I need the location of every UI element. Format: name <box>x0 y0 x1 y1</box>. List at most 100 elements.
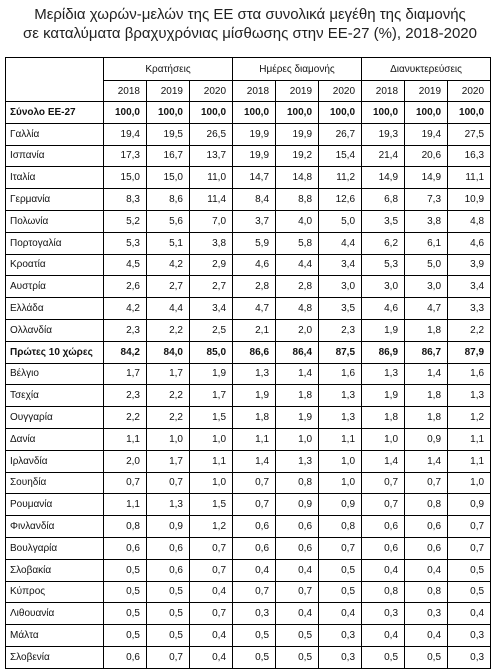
value-cell: 0,5 <box>318 558 363 582</box>
value-cell: 19,9 <box>275 122 320 146</box>
data-row: Σλοβακία 0,5 0,6 0,7 0,4 0,4 0,5 0,4 0,4 0,5 <box>5 558 492 582</box>
value-cell: 100,0 <box>232 101 277 124</box>
value-cell: 20,6 <box>404 144 449 168</box>
row-label: Δανία <box>5 427 104 451</box>
value-cell: 0,7 <box>232 493 277 517</box>
value-cell: 0,3 <box>404 602 449 626</box>
value-cell: 2,2 <box>103 406 147 429</box>
value-cell: 0,7 <box>318 536 363 560</box>
value-cell: 3,4 <box>318 253 363 277</box>
value-cell: 100,0 <box>275 101 320 124</box>
data-row: Σλοβενία 0,6 0,7 0,4 0,5 0,5 0,3 0,5 0,5 0,3 <box>5 645 492 669</box>
year-header: 2020 <box>447 80 492 102</box>
value-cell: 4,0 <box>275 209 320 233</box>
value-cell: 0,7 <box>232 471 277 495</box>
group-header: Κρατήσεις <box>102 57 234 81</box>
value-cell: 100,0 <box>103 101 147 124</box>
value-cell: 2,2 <box>146 406 190 429</box>
data-row: Φινλανδία 0,8 0,9 1,2 0,6 0,6 0,8 0,6 0,6 0,7 <box>5 515 492 538</box>
value-cell: 0,3 <box>447 624 492 647</box>
value-cell: 11,2 <box>318 166 363 190</box>
year-header: 2020 <box>318 80 363 102</box>
value-cell: 1,7 <box>188 384 234 408</box>
value-cell: 3,5 <box>361 209 406 233</box>
value-cell: 0,6 <box>275 536 320 560</box>
value-cell: 7,0 <box>188 209 234 233</box>
value-cell: 0,3 <box>361 602 406 626</box>
value-cell: 100,0 <box>146 101 190 124</box>
value-cell: 86,6 <box>232 340 277 364</box>
value-cell: 12,6 <box>318 188 363 211</box>
value-cell: 19,4 <box>404 122 449 146</box>
value-cell: 1,3 <box>232 362 277 386</box>
value-cell: 1,1 <box>447 427 492 451</box>
value-cell: 1,8 <box>404 406 449 429</box>
value-cell: 0,9 <box>146 515 190 538</box>
value-cell: 0,6 <box>103 645 147 669</box>
row-label: Φινλανδία <box>5 515 104 538</box>
title-line: Μερίδια χωρών-μελών της ΕΕ στα συνολικά … <box>34 6 466 23</box>
row-label: Ρουμανία <box>5 493 104 517</box>
value-cell: 2,2 <box>146 384 190 408</box>
value-cell: 1,2 <box>188 515 234 538</box>
row-label: Ιταλία <box>5 166 104 190</box>
data-row: Σύνολο ΕΕ-27 100,0 100,0 100,0 100,0 100,0 100… <box>5 101 492 124</box>
data-row: Αυστρία 2,6 2,7 2,7 2,8 2,8 3,0 3,0 3,0 3,4 <box>5 275 492 299</box>
year-header: 2018 <box>103 80 147 102</box>
value-cell: 4,4 <box>146 297 190 320</box>
value-cell: 0,7 <box>232 580 277 604</box>
value-cell: 4,8 <box>275 297 320 320</box>
value-cell: 3,5 <box>318 297 363 320</box>
value-cell: 3,9 <box>447 253 492 277</box>
row-label: Βουλγαρία <box>5 536 104 560</box>
value-cell: 15,0 <box>103 166 147 190</box>
value-cell: 1,8 <box>275 384 320 408</box>
year-header: 2019 <box>146 80 190 102</box>
value-cell: 1,0 <box>318 471 363 495</box>
value-cell: 19,9 <box>232 122 277 146</box>
value-cell: 100,0 <box>188 101 234 124</box>
value-cell: 87,5 <box>318 340 363 364</box>
value-cell: 87,9 <box>447 340 492 364</box>
data-row: Τσεχία 2,3 2,2 1,7 1,9 1,8 1,3 1,9 1,8 1,3 <box>5 384 492 408</box>
value-cell: 0,7 <box>188 602 234 626</box>
value-cell: 0,3 <box>232 602 277 626</box>
value-cell: 8,6 <box>146 188 190 211</box>
value-cell: 0,6 <box>232 515 277 538</box>
value-cell: 1,3 <box>361 362 406 386</box>
value-cell: 4,6 <box>361 297 406 320</box>
value-cell: 85,0 <box>188 340 234 364</box>
value-cell: 0,4 <box>275 558 320 582</box>
value-cell: 0,5 <box>232 624 277 647</box>
data-row: Ελλάδα 4,2 4,4 3,4 4,7 4,8 3,5 4,6 4,7 3,3 <box>5 297 492 320</box>
value-cell: 1,0 <box>361 427 406 451</box>
value-cell: 0,7 <box>447 515 492 538</box>
value-cell: 100,0 <box>318 101 363 124</box>
value-cell: 1,2 <box>447 406 492 429</box>
value-cell: 5,8 <box>275 231 320 255</box>
value-cell: 1,8 <box>232 406 277 429</box>
row-label: Σλοβακία <box>5 558 104 582</box>
value-cell: 4,7 <box>232 297 277 320</box>
value-cell: 14,7 <box>232 166 277 190</box>
value-cell: 16,3 <box>447 144 492 168</box>
value-cell: 0,3 <box>447 645 492 669</box>
value-cell: 3,4 <box>447 275 492 299</box>
value-cell: 1,0 <box>275 427 320 451</box>
data-row: Ουγγαρία 2,2 2,2 1,5 1,8 1,9 1,3 1,8 1,8 1,2 <box>5 406 492 429</box>
value-cell: 4,8 <box>447 209 492 233</box>
value-cell: 0,5 <box>361 645 406 669</box>
value-cell: 0,4 <box>361 624 406 647</box>
value-cell: 0,7 <box>188 558 234 582</box>
value-cell: 0,6 <box>146 536 190 560</box>
value-cell: 0,4 <box>404 624 449 647</box>
value-cell: 4,4 <box>275 253 320 277</box>
value-cell: 15,0 <box>146 166 190 190</box>
value-cell: 5,0 <box>318 209 363 233</box>
value-cell: 10,9 <box>447 188 492 211</box>
value-cell: 1,1 <box>232 427 277 451</box>
value-cell: 0,3 <box>318 645 363 669</box>
value-cell: 2,9 <box>188 253 234 277</box>
data-row: Ρουμανία 1,1 1,3 1,5 0,7 0,9 0,9 0,7 0,8 0,9 <box>5 493 492 517</box>
